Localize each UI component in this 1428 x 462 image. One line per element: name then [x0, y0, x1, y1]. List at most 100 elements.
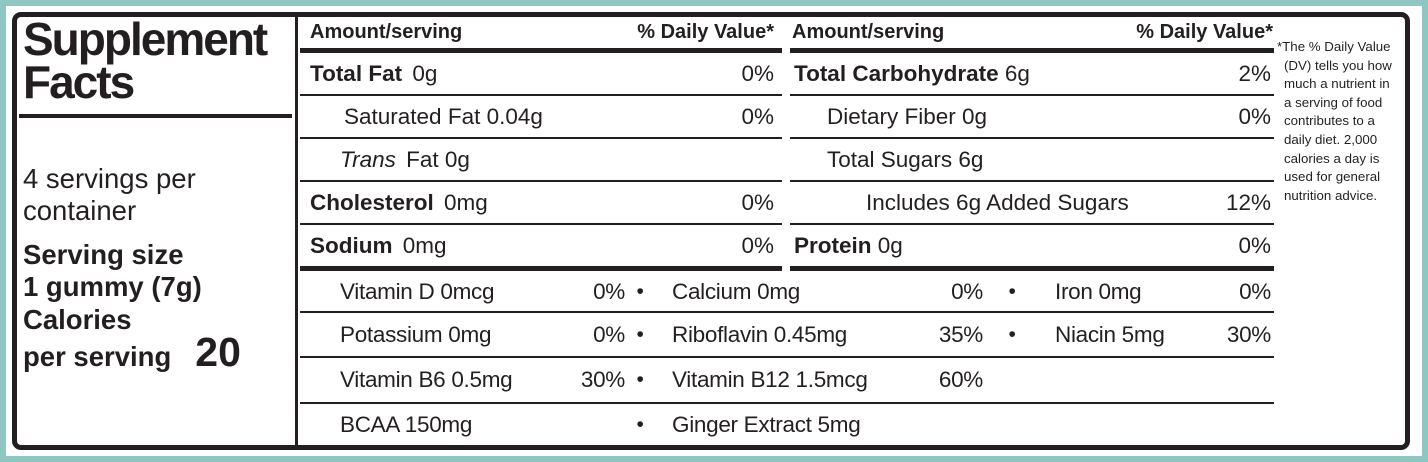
- micronutrient-name: Potassium 0mg: [340, 321, 492, 347]
- daily-value: 0%: [593, 278, 625, 304]
- calories-label-line2: per serving: [23, 340, 172, 372]
- daily-value: 12%: [1225, 189, 1271, 215]
- daily-value: 30%: [580, 367, 625, 392]
- micronutrient-row-4: BCAA 150mg • Ginger Extract 5mg: [300, 404, 1274, 445]
- daily-value: 0%: [1238, 232, 1271, 258]
- title-rule: [19, 114, 292, 118]
- daily-value: 2%: [1238, 60, 1271, 86]
- micronutrient-row-3: Vitamin B6 0.5mg 30% • Vitamin B12 1.5mc…: [300, 358, 1274, 404]
- nutrient-row-cholesterol: Cholesterol 0mg 0%: [300, 182, 782, 225]
- bullet-separator: •: [636, 322, 644, 346]
- nutrient-amount: Saturated Fat 0.04g: [344, 103, 543, 129]
- nutrient-amount: 0g: [406, 60, 438, 86]
- micronutrient-name: Vitamin D 0mcg: [340, 278, 495, 304]
- daily-value: 0%: [741, 232, 774, 258]
- footnote-line: a serving of food: [1284, 94, 1383, 110]
- serving-size-value: 1 gummy (7g): [23, 271, 202, 303]
- nutrient-row-sodium: Sodium 0mg 0%: [300, 225, 782, 271]
- nutrient-name-bold: Protein: [794, 232, 872, 258]
- nutrient-name: Saturated Fat 0.04g: [340, 104, 543, 130]
- bullet-separator: •: [636, 368, 644, 391]
- bullet-separator: •: [1008, 279, 1016, 303]
- nutrient-name-bold: Cholesterol: [310, 189, 434, 215]
- nutrient-name: Total Fat 0g: [310, 61, 437, 87]
- nutrient-name-bold: Total Fat: [310, 60, 403, 86]
- nutrient-name: Dietary Fiber 0g: [827, 104, 987, 130]
- nutrient-amount: Includes 6g Added Sugars: [866, 189, 1129, 215]
- daily-value: 0%: [741, 60, 774, 86]
- nutrient-name: Trans Fat 0g: [340, 147, 470, 173]
- facts-title-line1: Supplement: [23, 13, 268, 65]
- nutrient-name: Cholesterol 0mg: [310, 190, 488, 216]
- micronutrient-name: BCAA 150mg: [340, 411, 473, 437]
- bullet-separator: •: [1008, 322, 1016, 346]
- nutrient-name: Protein 0g: [794, 233, 903, 259]
- footnote-line: calories a day is: [1284, 150, 1380, 166]
- nutrient-name-bold: Total Carbohydrate: [794, 60, 999, 86]
- calories-value: 20: [195, 328, 241, 375]
- micronutrient-row-2: Potassium 0mg 0% • Riboflavin 0.45mg 35%…: [300, 313, 1274, 358]
- calories-label-line1: Calories: [23, 303, 132, 335]
- nutrient-row-total-carbohydrate: Total Carbohydrate 6g 2%: [790, 53, 1274, 96]
- nutrient-row-total-sugars: Total Sugars 6g: [790, 139, 1274, 182]
- bullet-separator: •: [636, 279, 644, 303]
- micronutrient-name: Calcium 0mg: [672, 278, 800, 304]
- nutrient-name: Includes 6g Added Sugars: [866, 190, 1129, 216]
- footnote-line: *The % Daily Value: [1277, 39, 1391, 54]
- nutrient-row-saturated-fat: Saturated Fat 0.04g 0%: [300, 96, 782, 139]
- daily-value: 0%: [1238, 103, 1271, 129]
- daily-value: 0%: [741, 189, 774, 215]
- micronutrient-name: Vitamin B6 0.5mg: [340, 367, 513, 392]
- serving-size-block: Serving size 1 gummy (7g) Calories per s…: [23, 239, 241, 373]
- micronutrient-name: Riboflavin 0.45mg: [672, 321, 847, 347]
- nutrient-row-dietary-fiber: Dietary Fiber 0g 0%: [790, 96, 1274, 139]
- micronutrient-name: Vitamin B12 1.5mcg: [672, 367, 868, 392]
- nutrient-row-total-fat: Total Fat 0g 0%: [300, 53, 782, 96]
- micronutrient-name: Ginger Extract 5mg: [672, 411, 861, 437]
- nutrient-amount: 0mg: [437, 189, 488, 215]
- footnote-line: nutrition advice.: [1284, 187, 1378, 203]
- facts-title: Supplement Facts: [23, 13, 268, 105]
- micronutrient-name: Niacin 5mg: [1055, 321, 1165, 347]
- nutrient-row-protein: Protein 0g 0%: [790, 225, 1274, 271]
- nutrient-row-trans-fat: Trans Fat 0g: [300, 139, 782, 182]
- daily-value: 0%: [1239, 278, 1271, 304]
- nutrient-name-bold: Sodium: [310, 232, 393, 258]
- nutrient-amount: Dietary Fiber 0g: [827, 103, 988, 129]
- calories-row: per serving 20: [23, 331, 241, 373]
- nutrient-name: Total Sugars 6g: [827, 147, 983, 173]
- header-daily-value-label: % Daily Value*: [1136, 21, 1273, 43]
- supplement-facts-label: Supplement Facts 4 servings per containe…: [12, 12, 1410, 450]
- panel-divider: [295, 17, 298, 445]
- header-daily-value-label: % Daily Value*: [637, 21, 774, 43]
- footnote-line: contributes to a: [1284, 113, 1375, 129]
- servings-per-container: 4 servings per container: [23, 163, 196, 226]
- nutrient-amount: Total Sugars 6g: [827, 146, 984, 172]
- micronutrient-name: Iron 0mg: [1055, 278, 1142, 304]
- nutrient-amount: 6g: [998, 60, 1030, 86]
- footnote-line: used for general: [1284, 169, 1381, 185]
- header-amount-label: Amount/serving: [792, 21, 945, 43]
- nutrient-amount: 0g: [871, 232, 903, 258]
- nutrient-name-italic: Trans: [340, 146, 396, 172]
- daily-value: 35%: [938, 321, 983, 347]
- serving-size-label: Serving size: [23, 239, 184, 270]
- daily-value: 0%: [593, 321, 625, 347]
- nutrient-name: Sodium 0mg: [310, 233, 447, 259]
- daily-value-footnote: *The % Daily Value (DV) tells you how mu…: [1277, 38, 1403, 205]
- nutrient-amount: Fat 0g: [399, 146, 470, 172]
- nutrient-column-right: Amount/serving % Daily Value* Total Carb…: [790, 17, 1274, 271]
- footnote-line: much a nutrient in: [1284, 76, 1390, 92]
- header-amount-label: Amount/serving: [310, 21, 463, 43]
- daily-value: 60%: [938, 367, 983, 392]
- footnote-line: (DV) tells you how: [1284, 57, 1392, 73]
- table-header-left: Amount/serving % Daily Value*: [300, 17, 782, 53]
- nutrient-amount: 0mg: [396, 232, 447, 258]
- micronutrient-section: Vitamin D 0mcg 0% • Calcium 0mg 0% • Iro…: [300, 272, 1274, 445]
- bullet-separator: •: [636, 412, 644, 436]
- daily-value: 0%: [741, 103, 774, 129]
- nutrient-name: Total Carbohydrate 6g: [794, 61, 1030, 87]
- daily-value: 30%: [1226, 321, 1271, 347]
- table-header-right: Amount/serving % Daily Value*: [790, 17, 1274, 53]
